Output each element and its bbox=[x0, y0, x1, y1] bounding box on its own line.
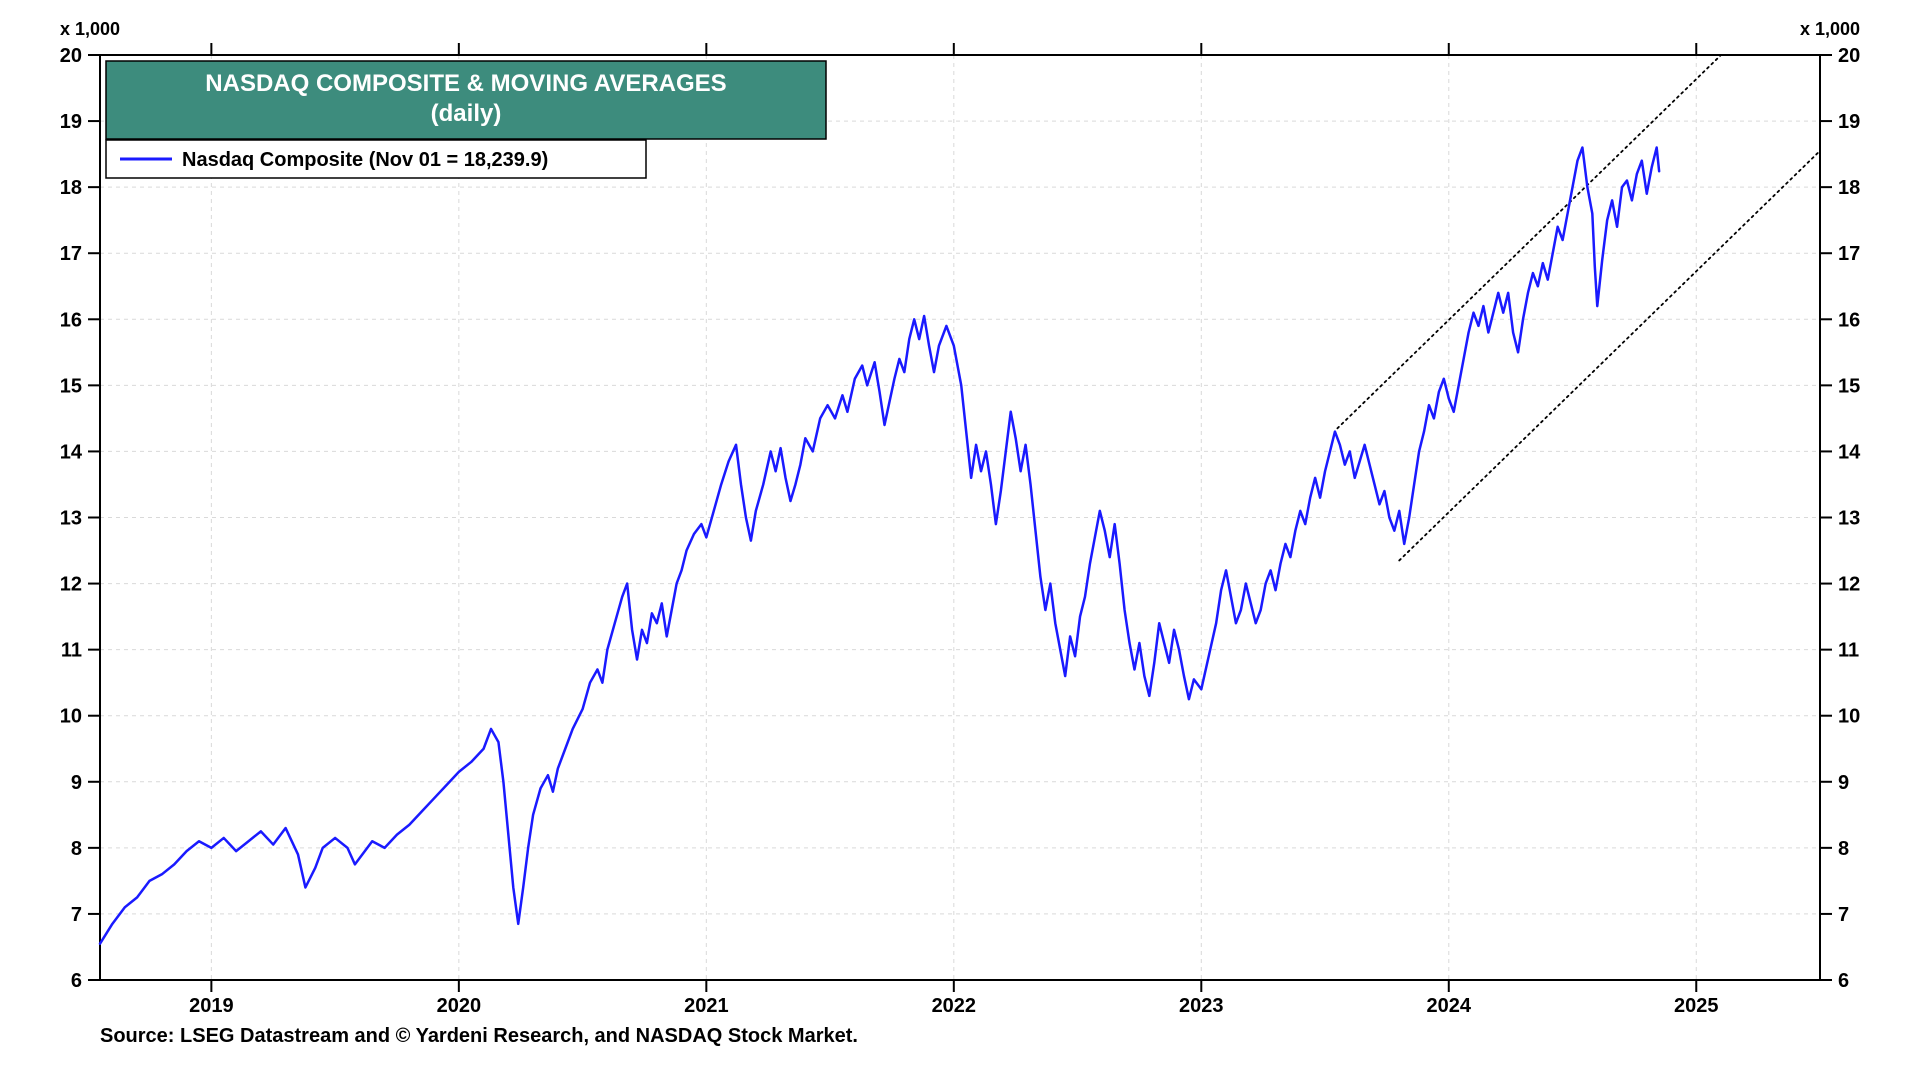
svg-text:16: 16 bbox=[1838, 309, 1860, 331]
svg-text:13: 13 bbox=[60, 508, 82, 530]
svg-text:17: 17 bbox=[1838, 243, 1860, 265]
svg-text:18: 18 bbox=[1838, 177, 1860, 199]
svg-text:9: 9 bbox=[1838, 772, 1849, 794]
svg-text:20: 20 bbox=[60, 45, 82, 67]
svg-text:2025: 2025 bbox=[1674, 995, 1719, 1017]
svg-text:2022: 2022 bbox=[932, 995, 977, 1017]
svg-text:7: 7 bbox=[71, 904, 82, 926]
svg-text:(daily): (daily) bbox=[431, 100, 502, 127]
svg-text:19: 19 bbox=[1838, 111, 1860, 133]
svg-text:Nasdaq Composite (Nov 01 = 18: Nasdaq Composite (Nov 01 = 18,239.9) bbox=[182, 149, 548, 171]
svg-text:Source: LSEG Datastream and ©: Source: LSEG Datastream and © Yardeni Re… bbox=[100, 1025, 858, 1047]
svg-text:16: 16 bbox=[60, 309, 82, 331]
svg-text:x 1,000: x 1,000 bbox=[1800, 19, 1860, 39]
svg-text:2023: 2023 bbox=[1179, 995, 1224, 1017]
svg-text:8: 8 bbox=[71, 838, 82, 860]
svg-text:x 1,000: x 1,000 bbox=[60, 19, 120, 39]
svg-text:18: 18 bbox=[60, 177, 82, 199]
chart-container: 6 6 7 7 8 8 9 9 10 10 11 11 12 12 13 13 14 14 15 15 16 16 17 17… bbox=[0, 0, 1920, 1080]
svg-text:2020: 2020 bbox=[437, 995, 482, 1017]
svg-text:14: 14 bbox=[1838, 441, 1861, 463]
svg-text:12: 12 bbox=[1838, 574, 1860, 596]
svg-text:13: 13 bbox=[1838, 508, 1860, 530]
svg-text:12: 12 bbox=[60, 574, 82, 596]
svg-text:11: 11 bbox=[1838, 640, 1859, 662]
svg-text:17: 17 bbox=[60, 243, 82, 265]
svg-text:7: 7 bbox=[1838, 904, 1849, 926]
svg-text:11: 11 bbox=[61, 640, 82, 662]
svg-text:9: 9 bbox=[71, 772, 82, 794]
svg-text:14: 14 bbox=[60, 441, 83, 463]
svg-text:2021: 2021 bbox=[684, 995, 729, 1017]
svg-text:10: 10 bbox=[60, 706, 82, 728]
svg-text:15: 15 bbox=[1838, 375, 1860, 397]
svg-text:NASDAQ COMPOSITE & MOVING AVER: NASDAQ COMPOSITE & MOVING AVERAGES bbox=[205, 70, 726, 97]
svg-text:19: 19 bbox=[60, 111, 82, 133]
svg-text:10: 10 bbox=[1838, 706, 1860, 728]
svg-text:2019: 2019 bbox=[189, 995, 234, 1017]
nasdaq-chart: 6 6 7 7 8 8 9 9 10 10 11 11 12 12 13 13 14 14 15 15 16 16 17 17… bbox=[0, 0, 1920, 1080]
svg-text:15: 15 bbox=[60, 375, 82, 397]
svg-text:2024: 2024 bbox=[1427, 995, 1472, 1017]
svg-text:6: 6 bbox=[1838, 970, 1849, 992]
svg-text:20: 20 bbox=[1838, 45, 1860, 67]
svg-text:6: 6 bbox=[71, 970, 82, 992]
svg-text:8: 8 bbox=[1838, 838, 1849, 860]
